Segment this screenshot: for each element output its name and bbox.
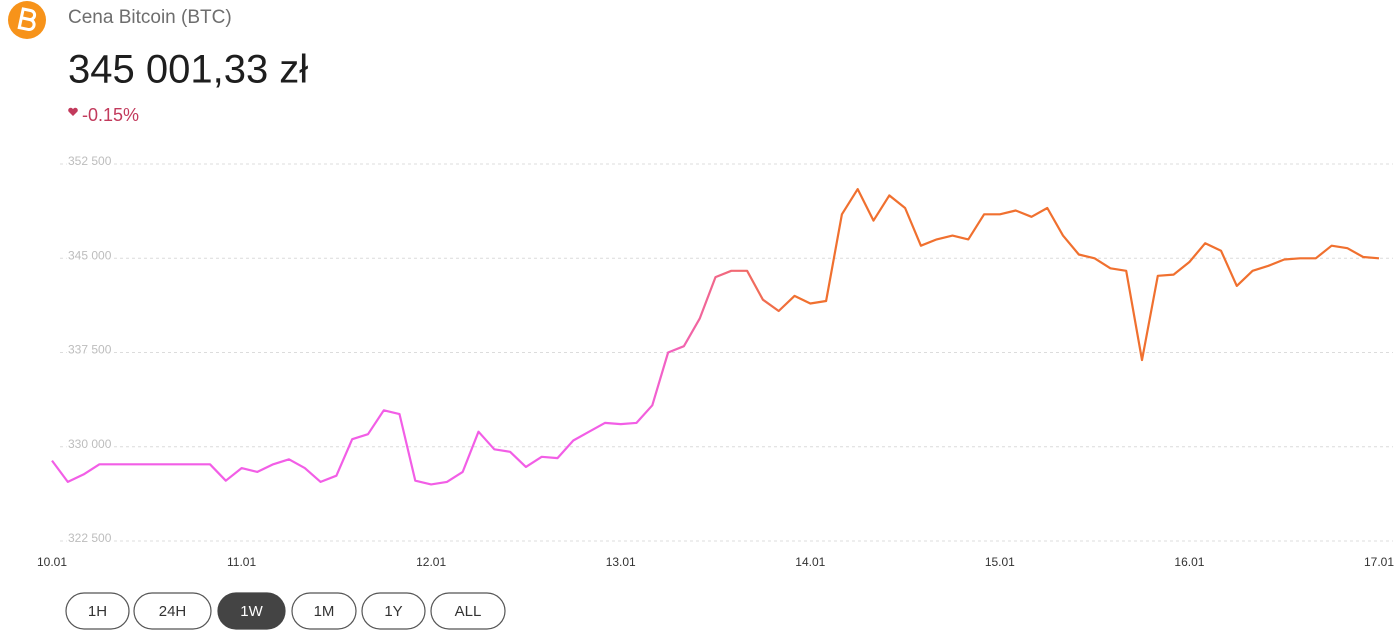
y-tick-label: 352 500: [68, 154, 112, 168]
x-tick-label: 11.01: [227, 555, 256, 569]
y-tick-label: 322 500: [68, 531, 112, 545]
range-button-label: 24H: [159, 603, 187, 620]
price: 345 001,33 zł: [68, 48, 308, 92]
x-tick-label: 17.01: [1364, 555, 1394, 569]
range-button-label: 1H: [88, 603, 107, 620]
y-tick-label: 337 500: [68, 343, 112, 357]
range-button[interactable]: 1M: [291, 592, 357, 630]
x-tick-label: 15.01: [985, 555, 1015, 569]
x-tick-label: 12.01: [416, 555, 446, 569]
range-buttons: 1H 24H 1W 1M 1Y ALL: [65, 592, 506, 630]
coin-title: Cena Bitcoin (BTC): [68, 7, 232, 28]
range-button[interactable]: 1H: [65, 592, 130, 630]
range-button-label: 1M: [314, 603, 335, 620]
x-tick-label: 10.01: [37, 555, 67, 569]
range-button-bg: [133, 592, 212, 630]
y-tick-label: 345 000: [68, 248, 112, 262]
coin-icon: [8, 1, 46, 39]
range-button-bg: [291, 592, 357, 630]
x-tick-label: 16.01: [1174, 555, 1204, 569]
change-icon: [68, 107, 78, 116]
range-button[interactable]: 1W: [217, 592, 286, 630]
x-tick-label: 13.01: [606, 555, 636, 569]
plot: 322 500 330 000 337 500 345 000 352 500 10.01…: [37, 152, 1394, 569]
range-button-label: 1Y: [384, 603, 402, 620]
x-tick-label: 14.01: [795, 555, 825, 569]
range-button[interactable]: 1Y: [361, 592, 426, 630]
price-line: [51, 188, 1380, 486]
price-change: -0.15%: [82, 105, 139, 125]
range-button-label: 1W: [240, 603, 263, 620]
range-button-bg: [361, 592, 426, 630]
y-tick-label: 330 000: [68, 437, 112, 451]
range-button[interactable]: 24H: [133, 592, 212, 630]
range-button-bg: [217, 592, 286, 630]
range-button[interactable]: ALL: [430, 592, 506, 630]
range-button-bg: [430, 592, 506, 630]
range-button-label: ALL: [455, 603, 482, 620]
range-button-bg: [65, 592, 130, 630]
